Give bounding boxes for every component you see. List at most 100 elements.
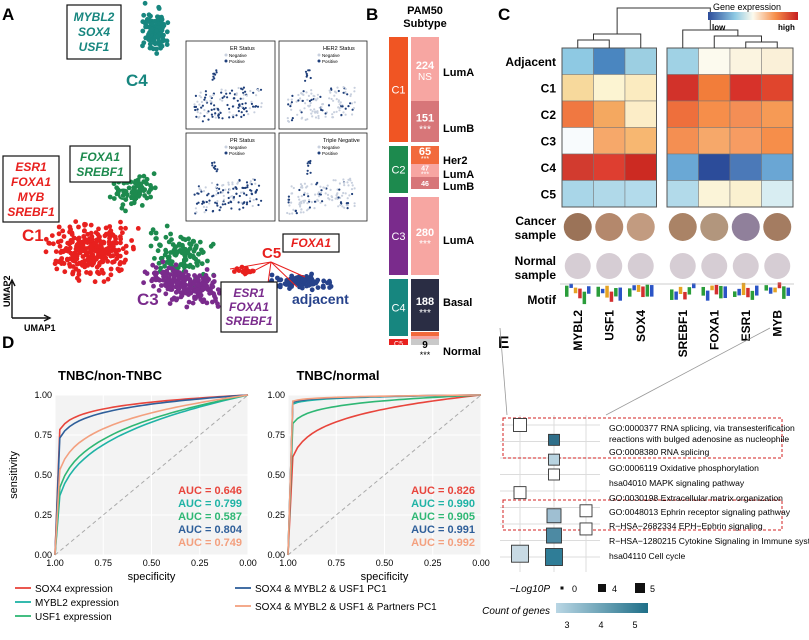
umap-point	[135, 226, 141, 231]
auc-label: AUC = 0.587	[178, 511, 242, 523]
c1-gene-1: ESR1	[15, 160, 47, 174]
inset-point	[226, 103, 229, 107]
umap-point	[57, 243, 63, 249]
umap-point	[173, 289, 179, 295]
inset-point	[201, 202, 204, 205]
inset-point	[324, 112, 327, 115]
umap-point	[67, 245, 73, 251]
umap-point	[148, 230, 154, 236]
umap-point	[114, 185, 120, 191]
inset-point	[336, 188, 339, 191]
heatmap-cell	[593, 153, 626, 181]
heatmap-cell	[761, 100, 794, 128]
motif-letter	[777, 282, 782, 289]
inset-point	[298, 201, 301, 204]
inset-point	[291, 117, 294, 120]
roc-curve	[287, 394, 482, 556]
y-axis-label: sensitivity	[8, 451, 20, 499]
inset-point	[299, 211, 302, 214]
inset-point	[334, 179, 337, 182]
motif-letter	[741, 282, 746, 296]
inset-point	[248, 200, 252, 203]
heatmap-cell	[624, 100, 657, 128]
inset-point	[298, 198, 301, 201]
inset-legend-neg-dot	[224, 145, 228, 149]
umap-point	[215, 301, 220, 307]
inset-point	[236, 181, 240, 184]
inset-point	[223, 95, 226, 98]
umap-point	[95, 270, 100, 275]
inset-point	[337, 106, 340, 109]
umap-point	[123, 208, 128, 214]
inset-point	[217, 114, 220, 117]
umap-point	[58, 238, 64, 244]
umap-point	[90, 261, 95, 267]
inset-point	[222, 201, 225, 204]
inset-point	[310, 89, 313, 92]
inset-point	[221, 184, 224, 187]
inset-point	[233, 93, 236, 96]
inset-point	[245, 193, 248, 197]
inset-point	[353, 202, 356, 205]
umap-point	[86, 258, 92, 263]
inset-point	[228, 116, 231, 119]
inset-point	[240, 115, 243, 118]
inset-point	[316, 93, 319, 96]
inset-point	[295, 100, 298, 103]
pathway-term: hsa04110 Cell cycle	[609, 551, 685, 561]
inset-point	[206, 111, 209, 114]
inset-point	[287, 198, 290, 201]
umap-point	[115, 266, 121, 272]
roc-title: TNBC/normal	[296, 368, 379, 383]
inset-point	[218, 187, 221, 190]
umap-point	[168, 261, 173, 267]
inset-point	[212, 94, 215, 97]
heatmap-cell	[729, 100, 762, 128]
inset-point	[227, 181, 230, 184]
inset-point	[336, 86, 339, 89]
inset-point	[350, 188, 354, 191]
inset-point	[306, 202, 309, 205]
umap-point	[187, 264, 192, 269]
inset-point	[255, 198, 258, 201]
pam50-minor	[411, 332, 439, 336]
umap-point	[129, 194, 134, 200]
inset-point	[214, 201, 217, 204]
umap-point	[309, 281, 315, 287]
inset-point	[212, 166, 215, 169]
motif-letter	[683, 291, 687, 300]
y-tick-label: 0.75	[34, 430, 52, 440]
inset-point	[331, 113, 334, 116]
inset-point	[349, 179, 352, 182]
umap-point	[276, 277, 282, 283]
umap-point	[289, 284, 294, 289]
inset-point	[235, 114, 238, 117]
umap-point	[195, 277, 201, 282]
inset-point	[201, 120, 204, 123]
umap-point	[315, 285, 321, 290]
umap-point	[101, 279, 107, 284]
umap-point	[159, 283, 164, 288]
inset-point	[304, 70, 308, 73]
inset-point	[351, 113, 354, 116]
inset-point	[286, 211, 289, 215]
umap-point	[56, 224, 62, 230]
umap-point	[107, 224, 113, 229]
c5-gene-box	[282, 233, 340, 253]
inset-point	[326, 193, 330, 196]
dendro-branch	[577, 39, 610, 48]
umap-point	[152, 41, 158, 47]
heatmap-cell	[593, 127, 626, 155]
inset-point	[248, 107, 251, 110]
umap-point	[186, 288, 192, 293]
inset-point	[349, 93, 353, 96]
umap-point	[195, 282, 201, 288]
motif-letter	[614, 288, 618, 297]
heatmap-cell	[698, 74, 731, 102]
motif-letter	[636, 285, 641, 292]
inset-point	[231, 183, 234, 186]
inset-point	[320, 108, 323, 111]
cluster-bar-C1	[389, 37, 408, 142]
c5-points	[232, 264, 256, 277]
